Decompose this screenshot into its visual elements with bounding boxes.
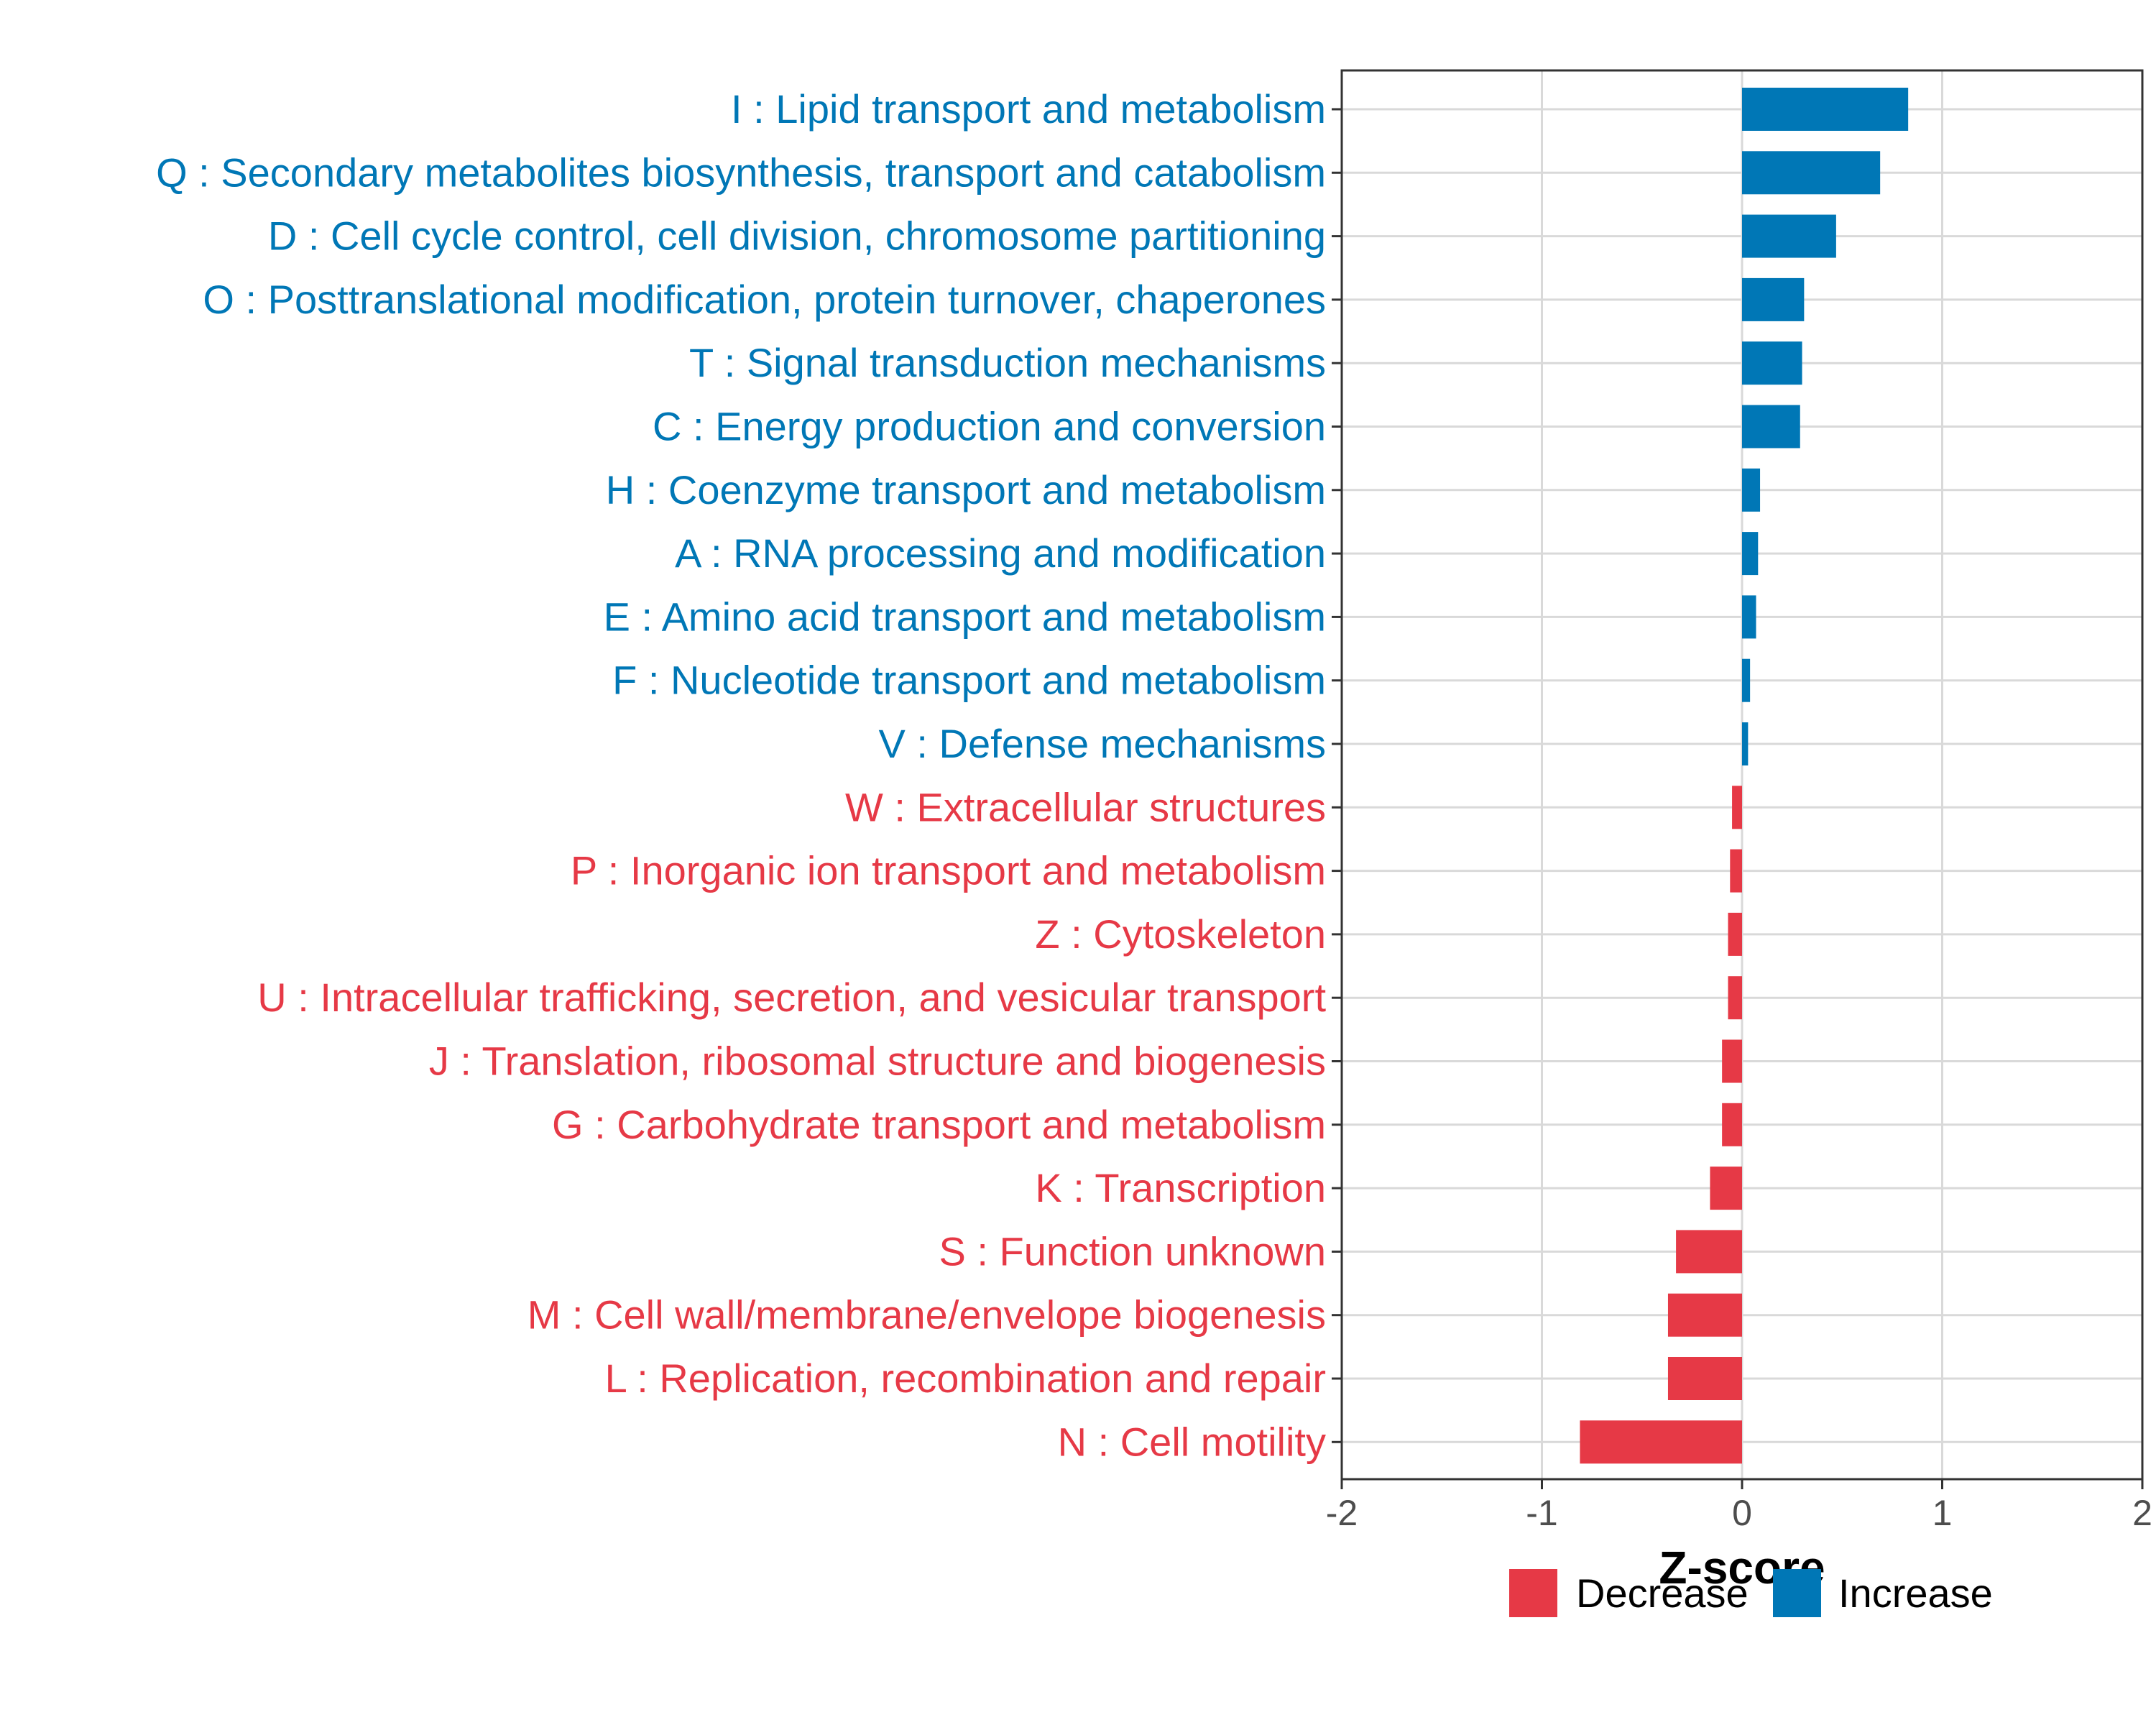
legend-label-increase: Increase: [1838, 1570, 1993, 1616]
bar-c: [1742, 405, 1800, 448]
x-tick-label: 2: [2132, 1493, 2152, 1533]
bar-v: [1742, 722, 1749, 765]
bars: [1580, 88, 1909, 1464]
category-label: U : Intracellular trafficking, secretion…: [257, 975, 1326, 1020]
category-label: S : Function unknown: [939, 1228, 1326, 1274]
category-label: D : Cell cycle control, cell division, c…: [268, 213, 1326, 259]
category-label: M : Cell wall/membrane/envelope biogenes…: [528, 1292, 1326, 1338]
legend-key-decrease: [1509, 1569, 1557, 1617]
bar-t: [1742, 341, 1802, 385]
bar-a: [1742, 532, 1759, 576]
bar-q: [1742, 151, 1881, 195]
bar-k: [1710, 1167, 1742, 1210]
category-label: G : Carbohydrate transport and metabolis…: [552, 1102, 1326, 1147]
legend-label-decrease: Decrease: [1576, 1570, 1749, 1616]
x-tick-label: -2: [1326, 1493, 1358, 1533]
category-label: V : Defense mechanisms: [879, 721, 1326, 766]
bar-d: [1742, 214, 1836, 258]
bar-s: [1676, 1230, 1742, 1274]
category-label: K : Transcription: [1035, 1165, 1326, 1210]
bar-h: [1742, 468, 1761, 512]
category-label: T : Signal transduction mechanisms: [689, 340, 1326, 385]
category-label: F : Nucleotide transport and metabolism: [612, 658, 1326, 703]
category-label: Z : Cytoskeleton: [1035, 911, 1326, 957]
category-label: Q : Secondary metabolites biosynthesis, …: [156, 150, 1326, 195]
x-tick-label: 1: [1932, 1493, 1953, 1533]
category-label: H : Coenzyme transport and metabolism: [606, 467, 1326, 512]
bar-o: [1742, 277, 1805, 321]
category-label: W : Extracellular structures: [845, 784, 1326, 829]
bar-p: [1730, 849, 1742, 893]
x-axis-ticks: -2 -1 0 1 2: [1326, 1479, 2152, 1533]
bar-m: [1667, 1293, 1742, 1337]
bar-l: [1667, 1357, 1742, 1400]
bar-j: [1722, 1039, 1742, 1083]
category-label: O : Posttranslational modification, prot…: [203, 277, 1326, 322]
category-label: L : Replication, recombination and repai…: [605, 1356, 1326, 1401]
legend-key-increase: [1773, 1569, 1821, 1617]
category-labels: I : Lipid transport and metabolism Q : Se…: [156, 86, 1342, 1464]
bar-z: [1728, 912, 1742, 956]
legend: Decrease Increase: [1509, 1569, 1993, 1617]
x-tick-label: -1: [1526, 1493, 1557, 1533]
x-tick-label: 0: [1732, 1493, 1752, 1533]
bar-n: [1580, 1420, 1742, 1464]
category-label: N : Cell motility: [1058, 1419, 1326, 1464]
bar-f: [1742, 658, 1751, 702]
bar-u: [1728, 976, 1742, 1020]
category-label: E : Amino acid transport and metabolism: [604, 594, 1326, 639]
bar-i: [1742, 88, 1909, 131]
category-label: C : Energy production and conversion: [653, 404, 1326, 449]
bar-w: [1732, 786, 1742, 829]
bar-g: [1722, 1103, 1742, 1146]
category-label: I : Lipid transport and metabolism: [731, 86, 1326, 132]
bar-e: [1742, 595, 1756, 639]
category-label: A : RNA processing and modification: [675, 530, 1326, 576]
category-label: P : Inorganic ion transport and metaboli…: [571, 848, 1326, 893]
category-label: J : Translation, ribosomal structure and…: [429, 1039, 1326, 1084]
